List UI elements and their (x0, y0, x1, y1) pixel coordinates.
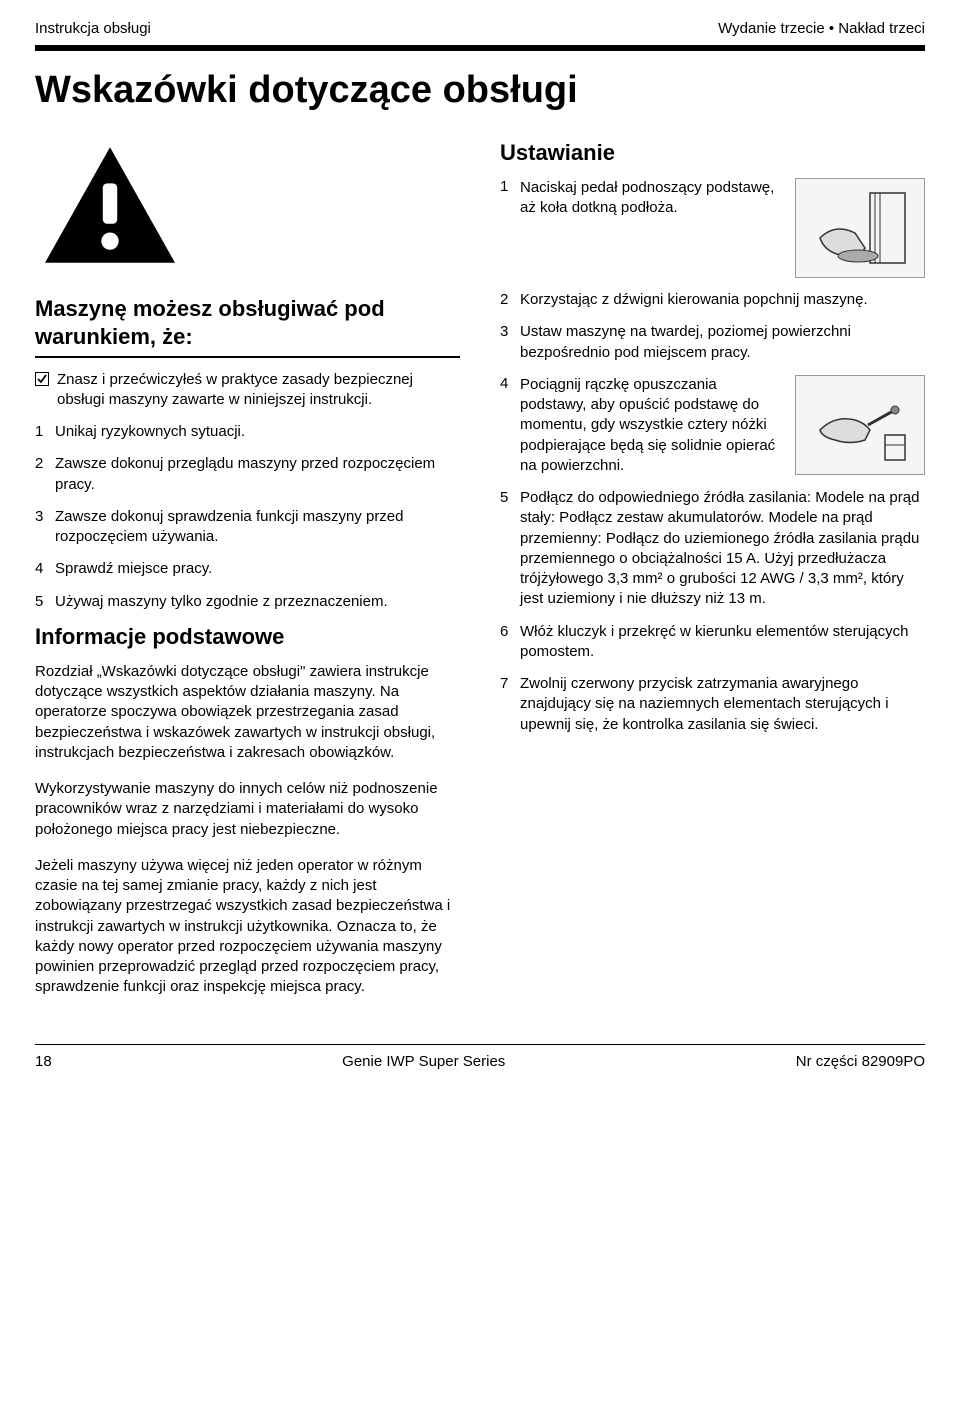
numbered-item: 7 Zwolnij czerwony przycisk zatrzymania … (500, 674, 925, 735)
checked-box-icon (35, 372, 49, 386)
info-paragraph: Jeżeli maszyny używa więcej niż jeden op… (35, 856, 460, 998)
checklist-text: Znasz i przećwiczyłeś w praktyce zasady … (57, 370, 460, 411)
item-text: Pociągnij rączkę opuszczania podstawy, a… (520, 375, 787, 476)
thick-divider (35, 45, 925, 51)
numbered-item: 3 Ustaw maszynę na twardej, poziomej pow… (500, 322, 925, 363)
item-number: 1 (35, 422, 47, 442)
numbered-item: 4 Sprawdź miejsce pracy. (35, 559, 460, 579)
hand-lever-icon (810, 385, 910, 465)
footer-right-text: Nr części 82909PO (796, 1053, 925, 1070)
pedal-illustration (795, 178, 925, 278)
numbered-item: 5 Używaj maszyny tylko zgodnie z przezna… (35, 592, 460, 612)
numbered-item: 5 Podłącz do odpowiedniego źródła zasila… (500, 488, 925, 610)
page-header: Instrukcja obsługi Wydanie trzecie • Nak… (35, 20, 925, 37)
footer-divider (35, 1044, 925, 1046)
numbered-item: 4 Pociągnij rączkę opuszczania podstawy,… (500, 375, 925, 476)
item-text: Używaj maszyny tylko zgodnie z przeznacz… (55, 592, 388, 612)
item-number: 6 (500, 622, 512, 663)
header-left-text: Instrukcja obsługi (35, 20, 151, 37)
item-text: Korzystając z dźwigni kierowania popchni… (520, 290, 868, 310)
numbered-item: 2 Zawsze dokonuj przeglądu maszyny przed… (35, 454, 460, 495)
item-number: 7 (500, 674, 512, 735)
conditions-heading: Maszynę możesz obsługiwać pod warunkiem,… (35, 295, 460, 350)
info-paragraph: Rozdział „Wskazówki dotyczące obsługi" z… (35, 662, 460, 763)
item-number: 5 (35, 592, 47, 612)
numbered-item: 3 Zawsze dokonuj sprawdzenia funkcji mas… (35, 507, 460, 548)
item-text: Ustaw maszynę na twardej, poziomej powie… (520, 322, 925, 363)
item-text: Zwolnij czerwony przycisk zatrzymania aw… (520, 674, 925, 735)
numbered-item: 2 Korzystając z dźwigni kierowania popch… (500, 290, 925, 310)
item-number: 2 (35, 454, 47, 495)
item-text: Podłącz do odpowiedniego źródła zasilani… (520, 488, 925, 610)
left-column: Maszynę możesz obsługiwać pod warunkiem,… (35, 140, 460, 1014)
info-heading: Informacje podstawowe (35, 624, 460, 650)
item-text: Sprawdź miejsce pracy. (55, 559, 212, 579)
item-number: 4 (35, 559, 47, 579)
item-number: 3 (35, 507, 47, 548)
numbered-item: 1 Naciskaj pedał podnoszący podstawę, aż… (500, 178, 925, 278)
item-text: Naciskaj pedał podnoszący podstawę, aż k… (520, 178, 787, 278)
item-number: 5 (500, 488, 512, 610)
page-title: Wskazówki dotyczące obsługi (35, 69, 925, 112)
handle-illustration (795, 375, 925, 475)
checklist-item: Znasz i przećwiczyłeś w praktyce zasady … (35, 370, 460, 411)
setup-heading: Ustawianie (500, 140, 925, 166)
item-text: Włóż kluczyk i przekręć w kierunku eleme… (520, 622, 925, 663)
two-column-layout: Maszynę możesz obsługiwać pod warunkiem,… (35, 140, 925, 1014)
right-column: Ustawianie 1 Naciskaj pedał podnoszący p… (500, 140, 925, 1014)
item-text: Unikaj ryzykownych sytuacji. (55, 422, 245, 442)
numbered-item: 6 Włóż kluczyk i przekręć w kierunku ele… (500, 622, 925, 663)
header-right-text: Wydanie trzecie • Nakład trzeci (718, 20, 925, 37)
item-text: Zawsze dokonuj przeglądu maszyny przed r… (55, 454, 460, 495)
foot-pedal-icon (810, 188, 910, 268)
warning-triangle-icon (35, 140, 185, 270)
numbered-item: 1 Unikaj ryzykownych sytuacji. (35, 422, 460, 442)
item-number: 1 (500, 178, 512, 278)
page-footer: 18 Genie IWP Super Series Nr części 8290… (35, 1053, 925, 1070)
info-paragraph: Wykorzystywanie maszyny do innych celów … (35, 779, 460, 840)
item-number: 4 (500, 375, 512, 476)
item-number: 2 (500, 290, 512, 310)
page-number: 18 (35, 1053, 52, 1070)
item-number: 3 (500, 322, 512, 363)
item-text: Zawsze dokonuj sprawdzenia funkcji maszy… (55, 507, 460, 548)
thin-divider (35, 356, 460, 358)
footer-center-text: Genie IWP Super Series (342, 1053, 505, 1070)
